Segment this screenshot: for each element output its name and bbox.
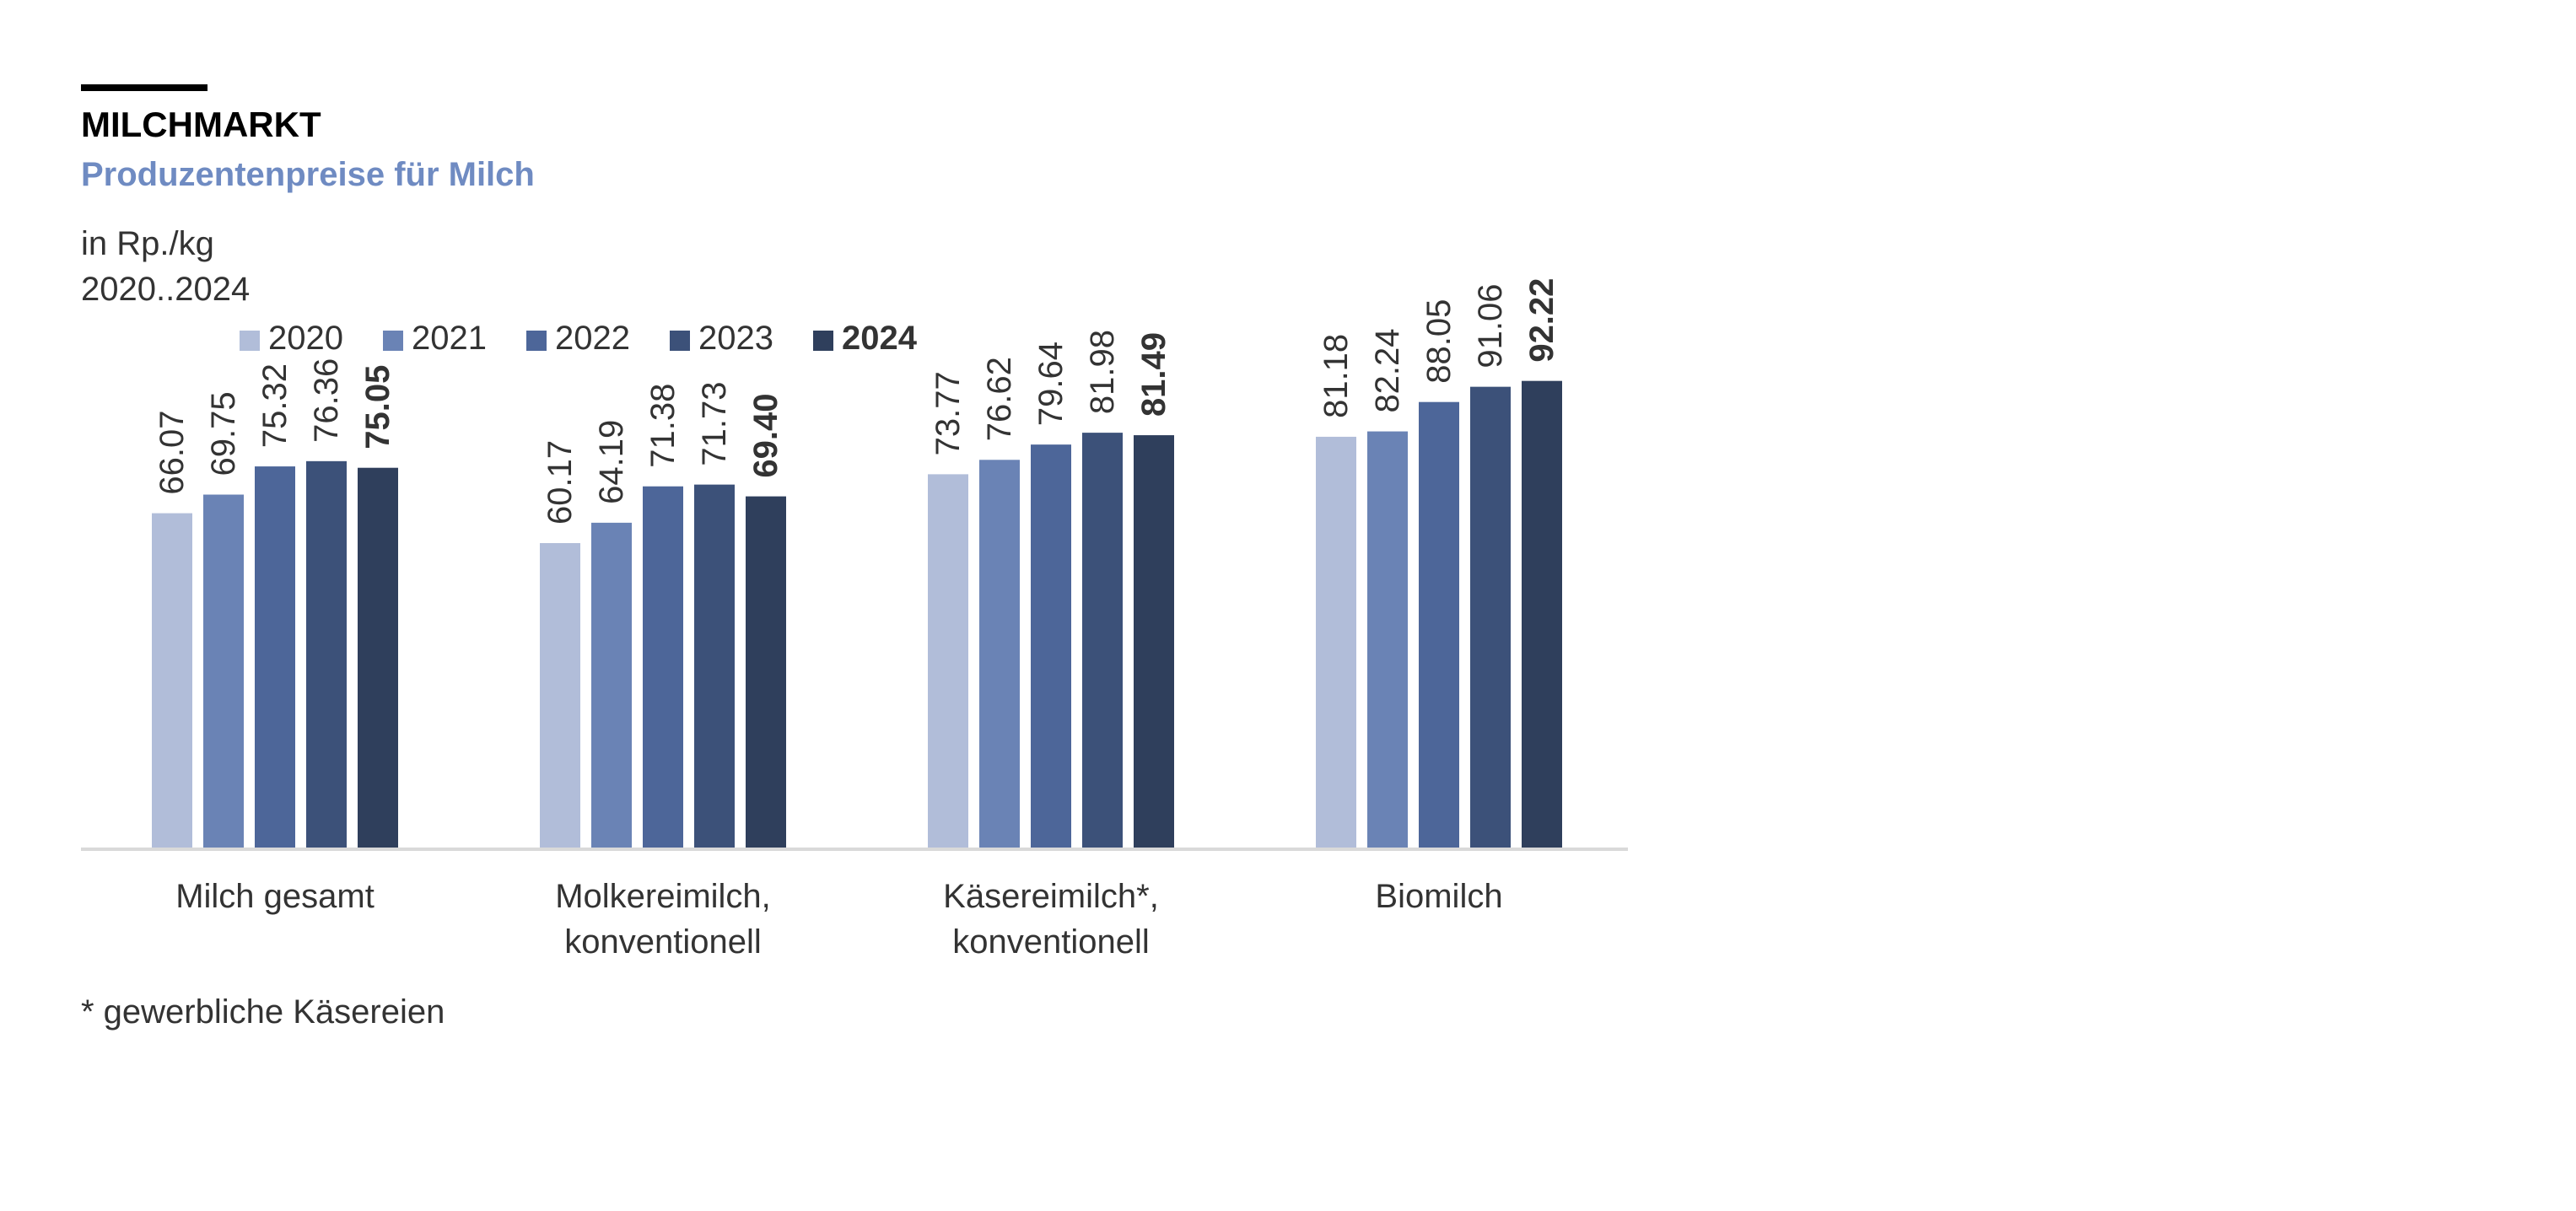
bar-2022-3 (1419, 401, 1459, 848)
value-label-2023-2: 81.98 (1084, 330, 1121, 414)
legend-label-2023: 2023 (698, 320, 773, 357)
value-label-2024-3: 92.22 (1523, 278, 1560, 363)
header-accent-bar (81, 84, 207, 91)
value-label-2020-2: 73.77 (930, 371, 967, 455)
legend-swatch-2020 (240, 331, 260, 351)
legend-swatch-2023 (670, 331, 690, 351)
bar-2022-1 (643, 486, 683, 848)
bar-2020-2 (928, 474, 968, 848)
value-label-2020-0: 66.07 (154, 410, 191, 494)
value-label-2023-0: 76.36 (308, 358, 345, 443)
bar-2023-0 (306, 460, 347, 848)
legend-label-2022: 2022 (555, 320, 630, 357)
value-label-2022-0: 75.32 (256, 363, 294, 448)
bar-2021-2 (979, 460, 1020, 848)
bar-2020-0 (152, 513, 192, 848)
bars (152, 380, 1562, 848)
legend-label-2021: 2021 (412, 320, 487, 357)
value-label-2022-2: 79.64 (1032, 342, 1070, 426)
footnote: * gewerbliche Käsereien (81, 993, 445, 1031)
bar-2021-3 (1367, 431, 1408, 848)
bar-2021-0 (203, 494, 244, 848)
value-label-2023-3: 91.06 (1472, 284, 1509, 369)
category-label-1-line-1: konventionell (564, 923, 762, 961)
legend-swatch-2022 (526, 331, 547, 351)
value-label-2020-3: 81.18 (1318, 334, 1355, 418)
bar-2023-2 (1082, 433, 1123, 848)
chart-subtitle: Produzentenpreise für Milch (81, 156, 535, 193)
value-label-2021-3: 82.24 (1369, 328, 1406, 412)
chart-kicker: MILCHMARKT (81, 105, 321, 144)
legend-label-2024: 2024 (842, 320, 918, 357)
bar-2022-2 (1031, 444, 1071, 848)
value-label-2021-0: 69.75 (205, 391, 242, 476)
value-label-2023-1: 71.73 (696, 382, 733, 466)
legend-label-2020: 2020 (268, 320, 343, 357)
legend-swatch-2021 (383, 331, 403, 351)
value-label-2020-1: 60.17 (542, 440, 579, 525)
value-label-2024-2: 81.49 (1135, 332, 1172, 417)
bar-2023-1 (694, 484, 735, 848)
category-labels: Milch gesamt Molkereimilch, konventionell K… (175, 878, 1502, 961)
bar-2024-1 (746, 496, 786, 848)
bar-2022-0 (255, 466, 295, 848)
value-labels: 66.07 60.17 73.77 81.18 69.75 64.19 76.62 82.24… (154, 278, 1560, 525)
value-label-2024-1: 69.40 (747, 393, 784, 477)
bar-2024-2 (1134, 435, 1174, 848)
bar-2020-1 (540, 542, 580, 848)
period-label: 2020..2024 (81, 271, 250, 308)
value-label-2022-3: 88.05 (1420, 299, 1458, 384)
category-label-0-line-0: Milch gesamt (175, 878, 375, 915)
legend: 2020 2021 2022 2023 2024 (240, 320, 918, 357)
value-label-2024-0: 75.05 (359, 365, 396, 449)
legend-swatch-2024 (813, 331, 833, 351)
category-label-3-line-0: Biomilch (1375, 878, 1502, 915)
category-label-2-line-1: konventionell (952, 923, 1150, 961)
bar-2020-3 (1316, 436, 1356, 848)
bar-2023-3 (1470, 386, 1511, 848)
bar-2024-3 (1522, 380, 1562, 848)
category-label-1-line-0: Molkereimilch, (555, 878, 771, 915)
bar-2021-1 (591, 522, 632, 848)
bar-2024-0 (358, 467, 398, 848)
value-label-2022-1: 71.38 (644, 384, 682, 468)
category-label-2-line-0: Käsereimilch*, (943, 878, 1159, 915)
value-label-2021-1: 64.19 (593, 420, 630, 504)
value-label-2021-2: 76.62 (981, 357, 1018, 441)
unit-label: in Rp./kg (81, 225, 214, 262)
